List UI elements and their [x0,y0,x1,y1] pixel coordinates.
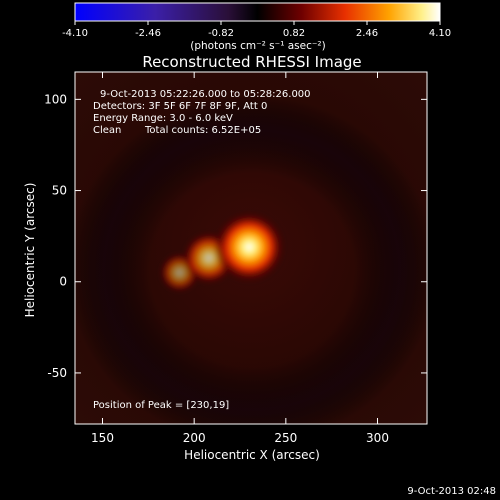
x-tick-label: 150 [91,431,114,445]
colorbar-tick-label: 4.10 [429,28,451,39]
annotation-energy-range: Energy Range: 3.0 - 6.0 keV [93,113,233,124]
footer-timestamp: 9-Oct-2013 02:48 [407,486,496,497]
y-tick-label: 100 [44,92,67,106]
x-tick-label: 200 [183,431,206,445]
colorbar-tick-label: -0.82 [208,28,234,39]
colorbar-tick-label: 0.82 [283,28,305,39]
emission-source [213,211,286,284]
colorbar-tick-label: -4.10 [62,28,88,39]
colorbar-tick-label: 2.46 [356,28,378,39]
annotation-method: Clean [93,125,121,136]
colorbar-tick-label: -2.46 [135,28,161,39]
x-tick-label: 250 [274,431,297,445]
colorbar-units: (photons cm⁻² s⁻¹ asec⁻²) [190,40,325,52]
x-tick-label: 300 [366,431,389,445]
y-axis: 100 50 0 -50 [44,92,427,380]
plot-area [75,72,427,424]
y-axis-label: Heliocentric Y (arcsec) [23,183,37,318]
y-tick-label: 50 [52,184,67,198]
annotation-total-counts: Total counts: 6.52E+05 [144,125,261,136]
colorbar [74,2,441,22]
emission-sources [159,211,286,294]
colorbar-ticks: -4.10 -2.46 -0.82 0.82 2.46 4.10 [62,21,451,39]
x-axis-label: Heliocentric X (arcsec) [184,448,320,462]
annotation-time-range: 9-Oct-2013 05:22:26.000 to 05:28:26.000 [100,89,311,100]
annotation-detectors: Detectors: 3F 5F 6F 7F 8F 9F, Att 0 [93,101,267,112]
annotation-block: 9-Oct-2013 05:22:26.000 to 05:28:26.000 … [93,89,311,136]
chart-title: Reconstructed RHESSI Image [142,53,361,71]
y-tick-label: 0 [59,275,67,289]
peak-position-label: Position of Peak = [230,19] [93,400,229,411]
y-tick-label: -50 [47,366,67,380]
x-axis: 150 200 250 300 [91,72,389,445]
plot-frame [74,71,428,425]
